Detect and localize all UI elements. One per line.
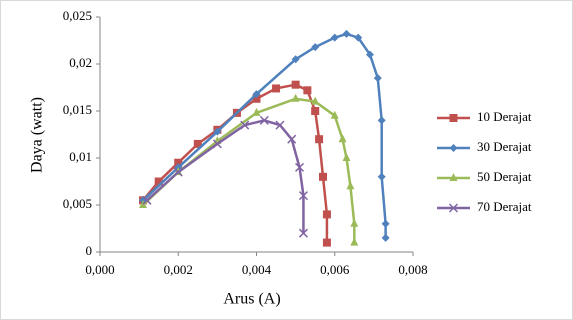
marker (303, 86, 312, 95)
marker (338, 134, 347, 143)
x-tick-label: 0,004 (242, 262, 272, 277)
marker (252, 107, 261, 116)
marker (173, 167, 183, 177)
x-tick-label: 0,002 (164, 262, 193, 277)
legend-marker (449, 114, 458, 122)
marker (291, 80, 300, 89)
series-line (146, 119, 305, 234)
marker (322, 210, 331, 219)
legend-label: 50 Derajat (477, 169, 532, 184)
marker (142, 195, 152, 205)
marker (298, 228, 308, 238)
marker (291, 55, 300, 64)
legend-label: 10 Derajat (477, 109, 532, 124)
marker (330, 33, 339, 42)
series-line (142, 97, 356, 243)
marker (212, 139, 222, 149)
marker (365, 50, 374, 59)
marker (252, 90, 261, 99)
legend-marker (449, 173, 458, 181)
marker (381, 233, 390, 242)
marker (154, 177, 163, 186)
marker (377, 172, 386, 181)
marker (315, 135, 324, 144)
marker (240, 120, 250, 130)
x-tick-label: 0,008 (398, 262, 427, 277)
marker (377, 116, 386, 125)
marker (311, 107, 320, 115)
marker (311, 96, 320, 105)
y-tick-label: 0,01 (69, 149, 92, 164)
marker (287, 134, 297, 144)
legend-label: 70 Derajat (477, 199, 532, 214)
marker (252, 94, 261, 103)
marker (342, 29, 351, 38)
legend-label: 30 Derajat (477, 139, 532, 154)
marker (259, 115, 269, 125)
y-tick-label: 0 (86, 243, 93, 258)
y-tick-label: 0,005 (63, 196, 92, 211)
marker (381, 219, 390, 228)
marker (373, 74, 382, 83)
marker (354, 33, 363, 42)
y-axis-label: Daya (watt) (29, 97, 46, 173)
marker (291, 93, 300, 102)
y-tick-label: 0,015 (63, 102, 92, 117)
marker (342, 153, 351, 161)
legend-marker (449, 144, 458, 152)
marker (298, 191, 308, 201)
marker (346, 181, 355, 190)
x-tick-label: 0,006 (320, 262, 350, 277)
marker (272, 84, 281, 93)
marker (295, 162, 305, 172)
x-tick-label: 0,000 (85, 262, 114, 277)
marker (319, 172, 328, 181)
marker (350, 237, 359, 246)
x-axis-label: Arus (A) (223, 291, 280, 308)
marker (311, 43, 320, 52)
marker (213, 127, 222, 136)
y-tick-label: 0,02 (69, 55, 92, 70)
marker (350, 218, 359, 227)
legend-marker (448, 203, 459, 213)
marker (275, 120, 285, 130)
y-tick-label: 0,025 (63, 8, 92, 23)
marker (193, 139, 202, 148)
marker (330, 110, 339, 119)
marker (174, 158, 183, 167)
marker (322, 238, 331, 247)
